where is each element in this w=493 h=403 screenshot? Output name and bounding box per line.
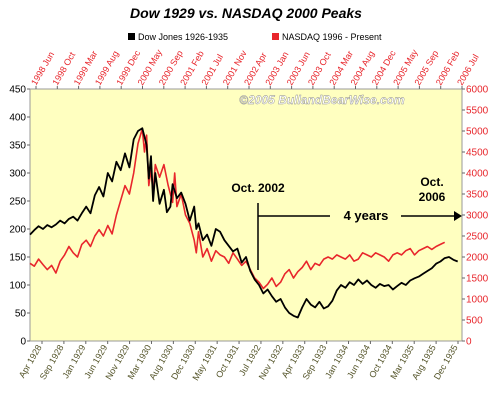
series-line-nasdaq bbox=[29, 128, 446, 290]
left-axis-tick-label: 100 bbox=[9, 281, 26, 292]
legend-label-dow: Dow Jones 1926-1935 bbox=[138, 32, 228, 42]
plot-area bbox=[29, 88, 463, 342]
right-axis-tick-label: 5000 bbox=[466, 127, 489, 138]
series-line-dow bbox=[29, 127, 459, 319]
annotation-oct-2006-line1: Oct. bbox=[420, 175, 443, 189]
left-axis-tick-label: 300 bbox=[9, 169, 26, 180]
left-axis-tick-label: 200 bbox=[9, 225, 26, 236]
left-axis-tick-label: 150 bbox=[9, 253, 26, 264]
right-axis: 0 500 1000 1500 2000 2500 3000 3500 4000 4500 5000… bbox=[462, 85, 489, 348]
right-axis-tick-label: 2500 bbox=[466, 232, 489, 243]
right-axis-tick-label: 2000 bbox=[466, 253, 489, 264]
right-axis-tick-label: 0 bbox=[466, 337, 472, 348]
left-axis-tick-label: 50 bbox=[15, 309, 27, 320]
left-axis-tick-label: 350 bbox=[9, 141, 26, 152]
legend-label-nasdaq: NASDAQ 1996 - Present bbox=[282, 32, 382, 42]
legend: Dow Jones 1926-1935 NASDAQ 1996 - Presen… bbox=[128, 32, 382, 42]
right-axis-tick-label: 5500 bbox=[466, 106, 489, 117]
right-axis-tick-label: 3500 bbox=[466, 190, 489, 201]
legend-swatch-dow bbox=[128, 33, 135, 40]
annotation-oct-2006-line2: 2006 bbox=[419, 190, 446, 204]
legend-swatch-nasdaq bbox=[272, 33, 279, 40]
chart-title: Dow 1929 vs. NASDAQ 2000 Peaks bbox=[130, 5, 362, 21]
watermark: ©2005 BullandBearWise.com bbox=[239, 93, 405, 107]
left-axis-tick-label: 450 bbox=[9, 85, 26, 96]
right-axis-tick-label: 500 bbox=[466, 316, 483, 327]
annotation-oct-2002: Oct. 2002 bbox=[231, 181, 285, 195]
right-axis-tick-label: 3000 bbox=[466, 211, 489, 222]
left-axis-tick-label: 250 bbox=[9, 197, 26, 208]
left-axis-tick-label: 400 bbox=[9, 113, 26, 124]
right-axis-tick-label: 4500 bbox=[466, 148, 489, 159]
annotation-4-years: 4 years bbox=[344, 208, 389, 223]
right-axis-tick-label: 1500 bbox=[466, 274, 489, 285]
right-axis-tick-label: 4000 bbox=[466, 169, 489, 180]
right-axis-tick-label: 6000 bbox=[466, 85, 489, 96]
annotations: Oct. 2002 4 years Oct. 2006 bbox=[231, 175, 462, 270]
title-bar bbox=[0, 0, 493, 26]
left-axis-tick-label: 0 bbox=[20, 337, 26, 348]
left-axis: 0 50 100 150 200 250 300 350 400 450 bbox=[9, 85, 30, 348]
right-axis-tick-label: 1000 bbox=[466, 295, 489, 306]
annotation-arrowhead bbox=[454, 211, 462, 221]
